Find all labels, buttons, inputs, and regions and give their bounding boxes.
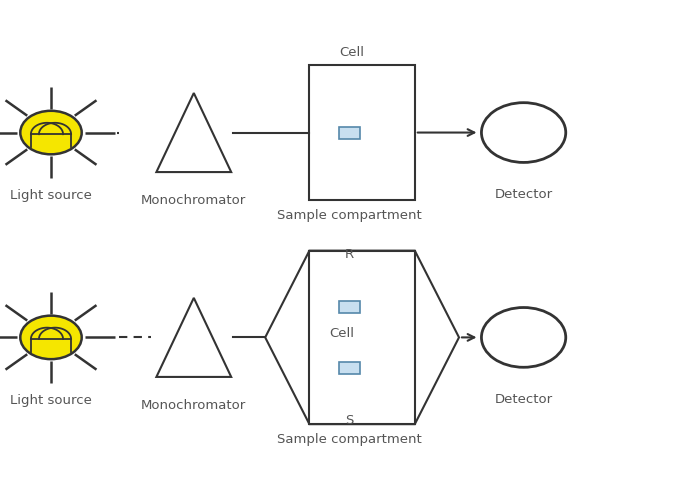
Text: Light source: Light source xyxy=(10,394,92,407)
Bar xyxy=(339,126,360,139)
Text: Light source: Light source xyxy=(10,189,92,202)
Text: Sample compartment: Sample compartment xyxy=(277,433,422,446)
Text: R: R xyxy=(345,248,354,261)
Ellipse shape xyxy=(20,316,82,359)
Bar xyxy=(339,301,360,313)
Text: Detector: Detector xyxy=(494,188,553,201)
Text: Sample compartment: Sample compartment xyxy=(277,209,422,222)
Text: Monochromator: Monochromator xyxy=(141,194,246,207)
Bar xyxy=(309,251,415,424)
Text: S: S xyxy=(345,414,354,427)
Text: Cell: Cell xyxy=(329,327,354,340)
Text: Detector: Detector xyxy=(494,393,553,406)
Bar xyxy=(309,65,415,200)
Text: Cell: Cell xyxy=(339,46,364,59)
Bar xyxy=(339,362,360,374)
Ellipse shape xyxy=(20,111,82,154)
Text: Monochromator: Monochromator xyxy=(141,399,246,412)
